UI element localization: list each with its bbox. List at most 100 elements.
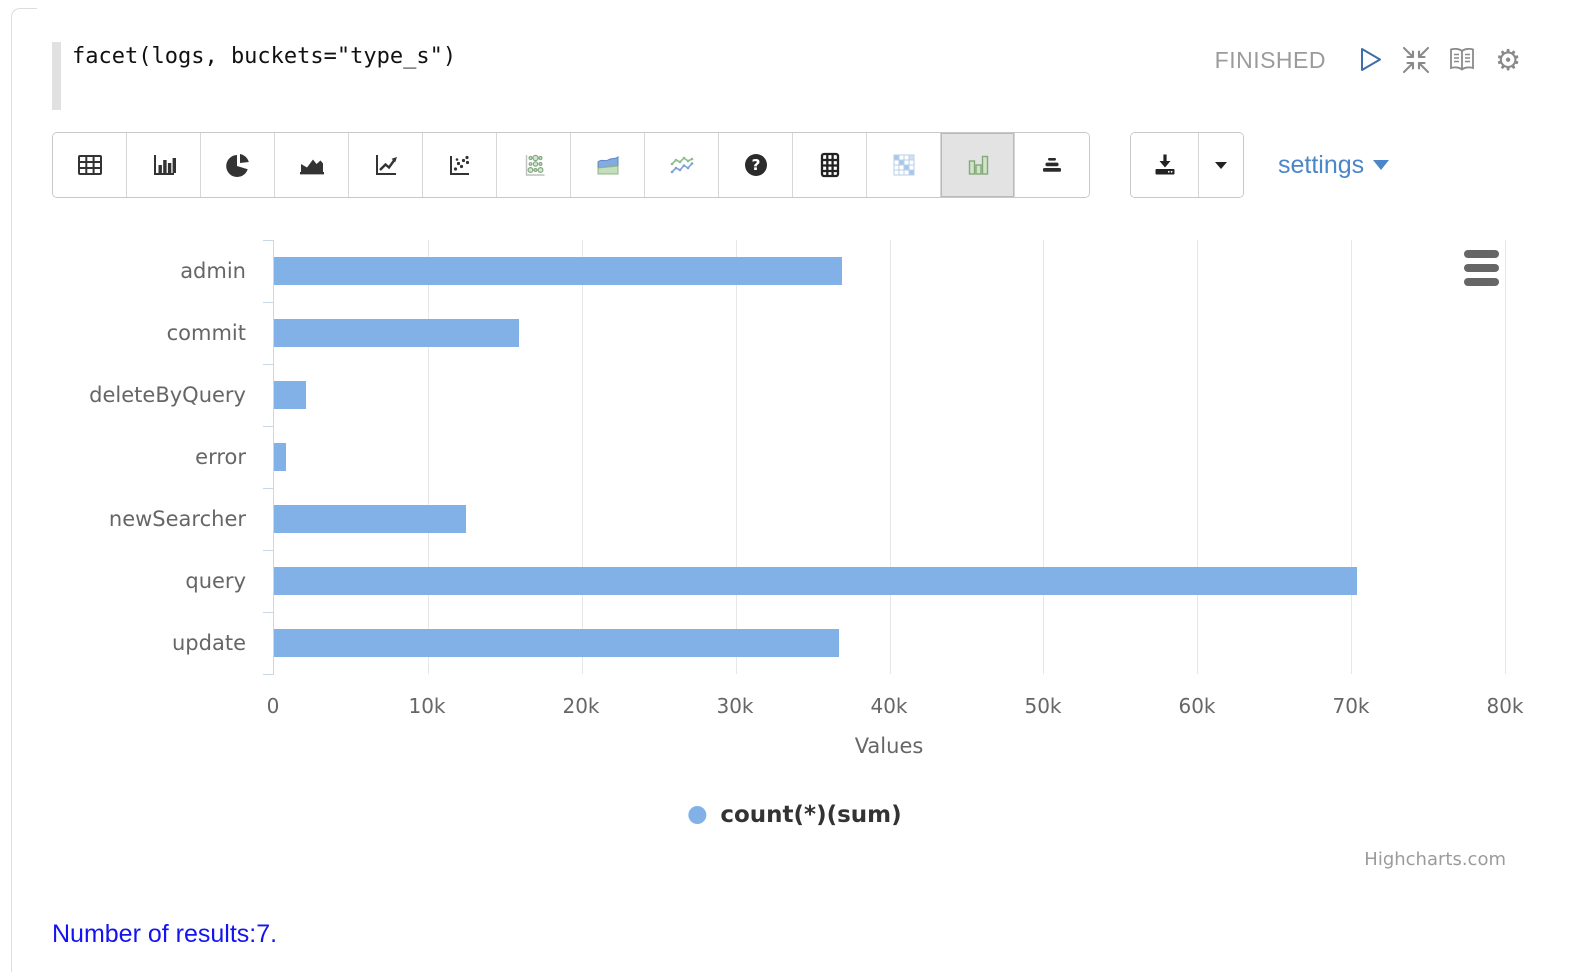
settings-link[interactable]: settings — [1278, 150, 1390, 180]
bar-chart: admin commit deleteByQuery error newSearcher… — [0, 237, 1570, 887]
paragraph-controls: FINISHED — [1215, 44, 1524, 76]
bar-query[interactable] — [274, 567, 1358, 595]
bar-chart-icon — [153, 155, 176, 175]
category-label: error — [195, 445, 246, 469]
pivot-table-icon — [820, 152, 839, 178]
bar-admin[interactable] — [274, 257, 842, 285]
grouped-bar-chart-button[interactable] — [941, 133, 1015, 197]
results-count-text: Number of results:7. — [52, 920, 278, 948]
collapse-icon — [1402, 46, 1430, 74]
y-axis-tick — [263, 488, 274, 489]
y-axis-tick — [263, 302, 274, 303]
help-icon: ? — [744, 154, 767, 176]
paragraph-card-corner — [11, 8, 37, 34]
x-tick-label: 50k — [1024, 694, 1062, 718]
collapse-button[interactable] — [1400, 44, 1432, 76]
show-editor-button[interactable] — [1446, 44, 1478, 76]
legend-marker-icon — [688, 806, 707, 824]
area-chart-icon — [299, 159, 324, 175]
gridline — [1351, 240, 1353, 674]
category-label: newSearcher — [108, 507, 246, 531]
category-label: update — [172, 631, 246, 655]
gridline — [1505, 240, 1506, 674]
legend-label: count(*)(sum) — [720, 802, 902, 828]
y-axis-tick — [263, 426, 274, 427]
heatmap-button[interactable] — [867, 133, 941, 197]
gridline — [427, 240, 429, 674]
category-label: commit — [166, 321, 246, 345]
book-icon — [1450, 47, 1474, 71]
status-badge: FINISHED — [1214, 46, 1326, 73]
x-tick-label: 70k — [1332, 694, 1370, 718]
table-icon — [77, 155, 102, 175]
download-options-button[interactable] — [1199, 133, 1243, 197]
editor-active-line-bar — [52, 42, 61, 110]
bar-newSearcher[interactable] — [274, 505, 467, 533]
run-button[interactable] — [1354, 44, 1386, 76]
gridline — [735, 240, 737, 674]
pivot-table-button[interactable] — [793, 133, 867, 197]
legend-item[interactable]: count(*)(sum) — [688, 802, 902, 828]
y-axis-tick — [263, 364, 274, 365]
multi-line-chart-button[interactable] — [645, 133, 719, 197]
y-axis-tick — [263, 240, 274, 241]
hamburger-icon — [1464, 250, 1499, 258]
y-axis-tick — [263, 550, 274, 551]
x-tick-label: 0 — [266, 694, 280, 718]
x-tick-label: 20k — [562, 694, 600, 718]
settings-caret-icon — [1373, 160, 1390, 170]
x-tick-label: 60k — [1178, 694, 1216, 718]
highcharts-credits-link[interactable]: Highcharts.com — [1364, 849, 1506, 870]
x-tick-label: 10k — [408, 694, 446, 718]
x-tick-label: 40k — [870, 694, 908, 718]
value-axis-title: Values — [854, 734, 924, 758]
multi-line-chart-icon — [670, 156, 693, 174]
table-button[interactable] — [53, 133, 127, 197]
gridline — [889, 240, 891, 674]
x-tick-label: 30k — [716, 694, 754, 718]
display-toolbar: ? — [52, 132, 1570, 198]
pie-chart-icon — [225, 154, 249, 177]
scatter-chart-button[interactable] — [423, 133, 497, 197]
y-axis-tick — [263, 612, 274, 613]
download-group — [1130, 132, 1244, 198]
chart-type-group: ? — [52, 132, 1090, 198]
bar-update[interactable] — [274, 629, 839, 657]
category-axis-labels: admin commit deleteByQuery error newSearcher… — [0, 237, 246, 677]
settings-label: settings — [1278, 150, 1365, 179]
gear-icon: ⚙ — [1495, 42, 1521, 77]
y-axis-tick — [263, 674, 274, 675]
query-editor[interactable]: facet(logs, buckets="type_s") — [72, 44, 457, 69]
play-icon — [1361, 48, 1381, 71]
x-tick-label: 80k — [1486, 694, 1524, 718]
gridline — [1197, 240, 1199, 674]
grouped-bar-chart-icon — [968, 155, 988, 175]
bar-chart-button[interactable] — [127, 133, 201, 197]
pyramid-chart-icon — [1043, 158, 1061, 172]
heatmap-icon — [893, 154, 914, 176]
pyramid-chart-button[interactable] — [1015, 133, 1089, 197]
bar-commit[interactable] — [274, 319, 519, 347]
category-label: query — [185, 569, 246, 593]
help-button[interactable]: ? — [719, 133, 793, 197]
paragraph-editor: facet(logs, buckets="type_s") FINISHED — [0, 0, 1570, 122]
category-label: deleteByQuery — [89, 383, 246, 407]
area-chart-button[interactable] — [275, 133, 349, 197]
paragraph-settings-button[interactable]: ⚙ — [1492, 44, 1524, 76]
svg-text:?: ? — [751, 156, 760, 174]
line-chart-icon — [375, 155, 397, 175]
bubble-chart-icon — [525, 154, 544, 176]
gridline — [1043, 240, 1045, 674]
download-button[interactable] — [1131, 133, 1199, 197]
bubble-chart-button[interactable] — [497, 133, 571, 197]
category-label: admin — [180, 259, 246, 283]
stacked-area-chart-button[interactable] — [571, 133, 645, 197]
pie-chart-button[interactable] — [201, 133, 275, 197]
scatter-chart-icon — [449, 155, 469, 175]
bar-error[interactable] — [274, 443, 286, 471]
chevron-down-icon — [1215, 162, 1227, 169]
stacked-area-chart-icon — [597, 155, 618, 175]
line-chart-button[interactable] — [349, 133, 423, 197]
chart-context-menu-button[interactable] — [1463, 249, 1500, 287]
bar-deleteByQuery[interactable] — [274, 381, 307, 409]
